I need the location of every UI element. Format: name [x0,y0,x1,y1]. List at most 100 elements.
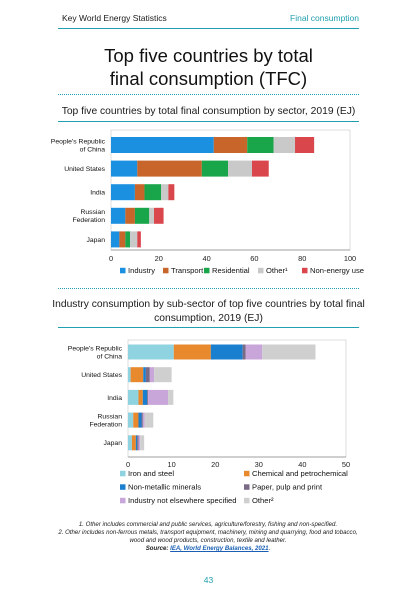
chart2-category-label-people-s-republic-of-china: People's Republic of China [68,345,123,360]
chart2-bar-people-s-republic-of-china-other [262,344,316,360]
chart1-bar-united-states-other [228,160,253,177]
chart1-bar-india-non-energy-use [168,184,175,201]
chart1-legend-label-transport: Transport [171,266,204,275]
chart2-legend-swatch-paper-pulp-and-print [244,484,250,490]
chart1-bar-people-s-republic-of-china-other [273,137,296,153]
chart1-legend-label-residential: Residential [212,266,250,275]
chart1-bar-japan-non-energy-use [137,231,141,248]
chart2-category-label-united-states: United States [81,372,122,379]
chart2-legend-swatch-chemical-and-petrochemical [244,470,250,477]
chart1-tick-label-0: 0 [109,254,113,263]
chart1-bar-russian-federation-non-energy-use [154,207,164,224]
chart1-bar-people-s-republic-of-china-transport [213,137,248,153]
chart2-bar-united-states-chemical-and-petrochemical [130,367,144,383]
chart2-bar-united-states-paper-pulp-and-print [145,367,150,383]
chart2-bar-india-paper-pulp-and-print [147,389,149,405]
chart2-legend-label-non-metallic-minerals: Non-metallic minerals [128,483,201,492]
chart2-bar-japan-chemical-and-petrochemical [131,435,136,451]
chart2-category-label-line: Federation [90,422,123,429]
header-publication-title: Key World Energy Statistics [62,13,167,23]
chart1-title-rule [58,121,359,122]
chart1-bar-india-transport [134,184,145,201]
chart1-category-label-united-states: United States [64,166,105,173]
chart2-bar-united-states-iron-and-steel [128,367,131,383]
chart1-title: Top five countries by total final consum… [61,106,356,117]
chart2-bar-india-iron-and-steel [128,389,139,405]
chart1-bar-people-s-republic-of-china-industry [111,137,214,153]
header-rule [58,28,359,29]
source-label: Source: [145,545,169,552]
chart2-tick-label-20: 20 [211,460,219,469]
chart2-bar-india-chemical-and-petrochemical [138,389,143,405]
chart2-category-label-line: United States [81,372,122,379]
chart2-category-label-russian-federation: Russian Federation [90,414,123,429]
chart1-bar-japan-industry [111,231,120,248]
source-link[interactable]: IEA, World Energy Balances, 2021 [170,545,269,552]
chart1-bar-japan-residential [125,231,131,248]
chart2-bar-india-industry-not-elsewhere-specified [148,389,169,405]
chart2-tick-label-40: 40 [298,460,306,469]
chart2-bar-japan-paper-pulp-and-print [137,435,139,451]
chart1-legend-label-non-energy-use: Non-energy use [310,266,364,275]
chart2-title: Industry consumption by sub-sector of to… [0,298,417,325]
chart2-category-label-line: Japan [103,440,122,447]
chart1-tick-label-40: 40 [202,254,210,263]
chart1-bar-russian-federation-industry [111,207,126,224]
chart2-legend-swatch-other [244,497,250,504]
footnote-1: 1. Other includes commercial and public … [78,521,338,528]
chart2-bar-united-states-industry-not-elsewhere-specified [149,367,155,383]
chart1-legend-swatch-transport [163,267,169,274]
chart1-bar-people-s-republic-of-china-residential [247,137,274,153]
page-title-line-2: final consumption (TFC) [109,68,308,89]
header-section-link[interactable]: Final consumption [290,13,359,23]
chart2-category-label-line: of China [97,353,123,360]
chart1-bar-india-other [161,184,169,201]
chart1-bar-japan-other [130,231,138,248]
chart2-plot-frame [127,339,347,458]
chart1-category-label-line: Russian [80,209,105,216]
chart1-category-label-line: India [90,190,105,197]
chart1-category-label-line: Federation [73,217,106,224]
chart2-bar-russian-federation-non-metallic-minerals [138,412,142,428]
chart1-bar-united-states-residential [201,160,229,177]
chart1-category-label-line: United States [64,166,105,173]
chart1-bar-united-states-transport [137,160,202,177]
chart1-bar-japan-transport [119,231,126,248]
chart1-legend-label-industry: Industry [128,266,155,275]
chart1-legend-swatch-non-energy-use [302,267,308,274]
chart2-bar-russian-federation-industry-not-elsewhere-specified [142,412,145,428]
chart2-title-line-2: consumption, 2019 (EJ) [154,312,263,324]
chart2-bar-people-s-republic-of-china-iron-and-steel [128,344,174,360]
chart2-bar-united-states-other [154,367,172,383]
chart2-bar-japan-iron-and-steel [128,435,132,451]
chart1-category-label-russian-federation: Russian Federation [73,209,106,224]
chart2-legend-label-paper-pulp-and-print: Paper, pulp and print [252,483,323,492]
chart2-title-line-1: Industry consumption by sub-sector of to… [52,299,365,310]
chart2-legend-label-chemical-and-petrochemical: Chemical and petrochemical [252,469,348,478]
chart2-category-label-india: India [107,395,122,402]
chart1-plot-frame [110,129,351,251]
chart1-category-label-line: Japan [86,237,105,244]
chart2-bar-russian-federation-chemical-and-petrochemical [133,412,139,428]
footnotes: 1. Other includes commercial and public … [58,521,358,553]
chart2-category-label-line: India [107,395,122,402]
chart2-bar-russian-federation-iron-and-steel [128,412,134,428]
chart1-bar-india-industry [111,184,135,201]
chart2-tick-label-50: 50 [342,460,350,469]
chart1-tick-label-20: 20 [155,254,163,263]
chart2-tick-label-30: 30 [255,460,263,469]
title-dotted-rule [58,94,359,95]
chart2-legend-swatch-non-metallic-minerals [120,484,126,490]
chart2-bar-people-s-republic-of-china-chemical-and-petrochemical [173,344,211,360]
chart2-legend-swatch-industry-not-elsewhere-specified [120,497,126,504]
chart2-bar-japan-industry-not-elsewhere-specified [138,435,141,451]
chart2-category-label-japan: Japan [103,440,122,447]
chart2-category-label-line: People's Republic [68,345,123,352]
source-line: Source: IEA, World Energy Balances, 2021… [58,545,358,553]
chart1-legend-swatch-industry [120,267,126,274]
chart1-legend-label-other: Other¹ [266,266,288,275]
chart2-bar-japan-non-metallic-minerals [135,435,138,451]
chart1-legend-swatch-other [258,267,264,274]
chart1-category-label-india: India [90,190,105,197]
chart1-bar-russian-federation-other [149,207,155,224]
